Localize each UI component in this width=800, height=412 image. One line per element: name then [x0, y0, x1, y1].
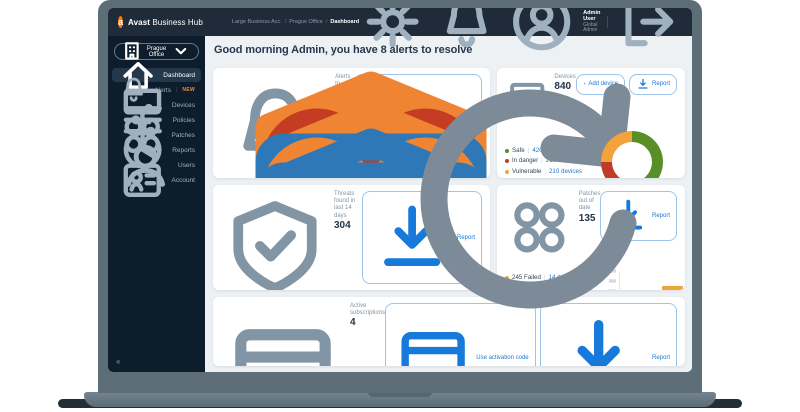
- notifications-bell-icon[interactable]: [433, 8, 500, 56]
- avatar[interactable]: [508, 8, 575, 56]
- devices-donut-chart: [601, 131, 663, 178]
- app-window: a Avast Business Hub Large Business Acc.…: [108, 8, 692, 372]
- brand-title: Avast Business Hub: [128, 17, 203, 27]
- bar-chart-y-axis: 400300200100: [605, 268, 619, 290]
- logout-icon[interactable]: [615, 8, 682, 56]
- refresh-icon[interactable]: [380, 58, 680, 363]
- card-icon: [221, 305, 345, 366]
- patches-card-title: Patches out of date: [578, 191, 601, 212]
- legend-item: Vulnerable | 210 devices: [505, 167, 582, 175]
- main-content: Good morning Admin, you have 8 alerts to…: [205, 36, 692, 372]
- plus-icon: [583, 81, 587, 87]
- download-icon: [547, 306, 650, 366]
- sidebar: Prague Office Dashboard Alerts | NEW Devices…: [108, 36, 205, 372]
- sidebar-nav: Dashboard Alerts | NEW Devices Policies Patche…: [108, 61, 205, 197]
- account-icon: [118, 156, 167, 205]
- laptop-base: [84, 392, 716, 407]
- shield-check-icon: [221, 193, 329, 290]
- breadcrumb-item[interactable]: Dashboard: [330, 19, 360, 25]
- user-role: Global Admin: [583, 21, 598, 34]
- subscriptions-report-button[interactable]: Report: [539, 303, 677, 366]
- avast-logo-icon: a: [118, 16, 124, 28]
- y-tick-label: 400: [608, 268, 616, 274]
- threats-card-title: Threats found in last 14 days: [334, 191, 356, 219]
- subscriptions-card: Active subscriptions 4 Use activation co…: [213, 297, 685, 366]
- download-icon: [636, 77, 650, 93]
- topbar-actions: Admin User Global Admin: [359, 8, 682, 56]
- devices-report-button[interactable]: Report: [629, 74, 677, 95]
- user-block[interactable]: Admin User Global Admin: [583, 10, 600, 34]
- subscriptions-count: 4: [350, 317, 356, 329]
- patches-count: 135: [578, 212, 596, 224]
- sidebar-item-account[interactable]: Account: [112, 163, 201, 197]
- user-name: Admin User: [583, 9, 601, 23]
- top-bar: a Avast Business Hub Large Business Acc.…: [108, 8, 692, 51]
- laptop-screen: a Avast Business Hub Large Business Acc.…: [98, 0, 702, 393]
- card-icon: [392, 316, 474, 366]
- bar-chart-plot: [619, 270, 685, 290]
- subscriptions-card-title: Active subscriptions: [350, 303, 386, 317]
- y-tick-label: 300: [608, 278, 616, 284]
- monitor-icon: [221, 116, 490, 178]
- building-icon: [120, 39, 144, 65]
- breadcrumb-item[interactable]: Prague Office: [289, 19, 323, 25]
- alerts-card: Alerts to resolve 8 Alert settings Prote…: [213, 68, 490, 178]
- sidebar-item-alerts[interactable]: Alerts | NEW: [112, 77, 201, 103]
- org-selector[interactable]: Prague Office: [114, 41, 199, 60]
- bell-icon: [118, 74, 149, 105]
- breadcrumb-item[interactable]: Large Business Acc.: [231, 19, 282, 25]
- patches-bar-chart: 400300200100 Current state of patches on…: [605, 268, 685, 290]
- collapse-sidebar-button[interactable]: «: [116, 357, 121, 366]
- y-tick-label: 200: [608, 288, 616, 290]
- bar-failed: [662, 286, 683, 290]
- devices-count: 840: [554, 81, 572, 93]
- legend-count-link[interactable]: 210 devices: [548, 167, 582, 175]
- gear-icon[interactable]: [359, 8, 426, 56]
- page-greeting: Good morning Admin, you have 8 alerts to…: [214, 44, 473, 56]
- download-icon: [369, 194, 455, 282]
- patches-icon: [505, 193, 574, 267]
- breadcrumb: Large Business Acc. / Prague Office / Dashbo…: [229, 19, 360, 32]
- threats-count: 304: [334, 219, 351, 231]
- use-activation-code-button[interactable]: Use activation code: [385, 303, 536, 366]
- new-badge: NEW: [182, 87, 195, 93]
- laptop-notch: [368, 392, 432, 397]
- chevron-down-icon: [169, 39, 193, 65]
- devices-card-title: Devices: [554, 74, 576, 80]
